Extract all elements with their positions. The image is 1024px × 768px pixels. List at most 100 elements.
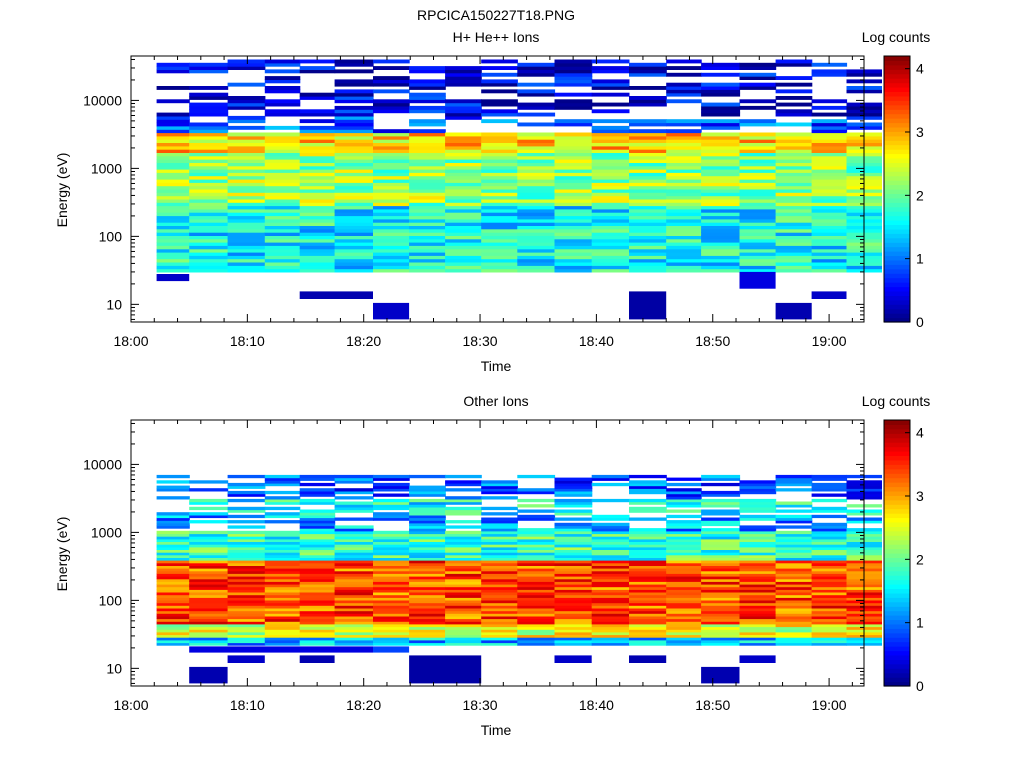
heatmap-cell — [811, 112, 848, 117]
heatmap-cell — [264, 536, 301, 540]
heatmap-cell — [299, 159, 336, 163]
y-tick-label: 10 — [106, 660, 122, 676]
heatmap-cell — [409, 212, 446, 217]
heatmap-cell — [701, 268, 741, 273]
heatmap-cell — [227, 597, 266, 601]
heatmap-cell — [481, 225, 518, 230]
axes: 18:00 18:10 18:20 18:30 18:40 18:50 19:0010100… — [83, 420, 864, 713]
heatmap-cell — [739, 621, 777, 625]
heatmap-cell — [481, 248, 518, 253]
heatmap-cell — [629, 235, 667, 240]
heatmap-cell — [264, 498, 301, 503]
heatmap-cell — [775, 172, 813, 177]
heatmap-cell — [445, 544, 482, 548]
heatmap-cell — [445, 202, 482, 207]
heatmap-cell — [591, 135, 630, 140]
colorbar-segment — [884, 149, 910, 155]
heatmap-cell — [701, 477, 741, 481]
heatmap-cell — [373, 169, 410, 173]
heatmap-cell — [811, 268, 848, 273]
heatmap-cell — [189, 576, 229, 580]
colorbar-segment — [884, 459, 910, 465]
heatmap-cell — [334, 509, 374, 513]
heatmap-cell — [666, 639, 702, 644]
heatmap-cell — [334, 165, 374, 170]
heatmap-cell — [299, 594, 336, 598]
heatmap-cell — [591, 205, 630, 210]
heatmap-cell — [334, 557, 374, 561]
heatmap-cell — [445, 205, 482, 210]
heatmap-cell — [227, 155, 266, 160]
heatmap-cell — [409, 517, 446, 521]
heatmap-cell — [481, 544, 518, 548]
heatmap-cell — [264, 242, 301, 246]
heatmap-cell — [156, 258, 190, 263]
heatmap-cell — [591, 159, 630, 163]
heatmap-cell — [591, 179, 630, 183]
heatmap-cell — [517, 568, 556, 572]
heatmap-cell — [739, 215, 777, 220]
heatmap-cell — [481, 182, 518, 187]
heatmap-cell — [554, 562, 593, 566]
heatmap-cell — [227, 182, 266, 187]
heatmap-cell — [554, 268, 593, 273]
heatmap-cell — [334, 252, 374, 256]
heatmap-cell — [591, 621, 630, 625]
heatmap-cell — [445, 69, 482, 74]
heatmap-cell — [739, 498, 777, 503]
heatmap-cell — [517, 546, 556, 550]
heatmap-cell — [373, 544, 410, 548]
heatmap-cell — [554, 102, 593, 107]
heatmap-cell — [373, 182, 410, 187]
heatmap-cell — [629, 258, 667, 263]
heatmap-cell — [629, 607, 667, 612]
heatmap-cell — [156, 517, 190, 521]
heatmap-cell — [334, 533, 374, 537]
heatmap-cell — [373, 599, 410, 604]
heatmap-cell — [554, 122, 593, 127]
heatmap-cell — [739, 222, 777, 226]
colorbar-segment — [884, 313, 910, 319]
heatmap-cell — [264, 474, 301, 479]
heatmap-cell — [701, 205, 741, 210]
heatmap-cell — [227, 99, 266, 104]
heatmap-cell — [189, 198, 229, 203]
heatmap-cell — [591, 255, 630, 260]
heatmap-cell — [811, 621, 848, 625]
heatmap-cell — [591, 528, 630, 532]
heatmap-cell — [517, 488, 556, 492]
heatmap-cell — [666, 242, 702, 246]
heatmap-cell — [517, 591, 556, 596]
heatmap-cell — [481, 562, 518, 566]
heatmap-cell — [445, 245, 482, 250]
heatmap-cell — [811, 626, 848, 630]
heatmap-cell — [264, 565, 301, 569]
colorbar-segment — [884, 646, 910, 652]
heatmap-cell — [481, 631, 518, 636]
heatmap-cell — [629, 546, 667, 550]
heatmap-cell — [629, 533, 667, 537]
heatmap-cell — [189, 182, 229, 187]
colorbar-segment — [884, 282, 910, 288]
heatmap-cell — [409, 591, 446, 596]
heatmap-cell — [156, 228, 190, 233]
heatmap-cell — [666, 192, 702, 197]
heatmap-cell — [227, 591, 266, 596]
heatmap-cell — [517, 169, 556, 173]
heatmap-cell — [811, 105, 848, 110]
heatmap-cell — [445, 159, 482, 163]
heatmap-cell — [299, 139, 336, 143]
heatmap-cell — [299, 248, 336, 253]
heatmap-cell — [156, 129, 190, 134]
heatmap-cell — [591, 615, 630, 620]
heatmap-cell — [227, 589, 266, 593]
heatmap-cell — [189, 549, 229, 553]
heatmap-cell — [517, 69, 556, 74]
heatmap-cell — [409, 185, 446, 190]
heatmap-cell — [629, 86, 667, 90]
heatmap-cell — [227, 149, 266, 153]
heatmap-cell — [739, 642, 777, 646]
heatmap-cell — [227, 538, 266, 542]
heatmap-cell — [554, 228, 593, 233]
panel-other-ions: Other Ions Log counts Energy (eV) Time 1… — [54, 393, 930, 738]
